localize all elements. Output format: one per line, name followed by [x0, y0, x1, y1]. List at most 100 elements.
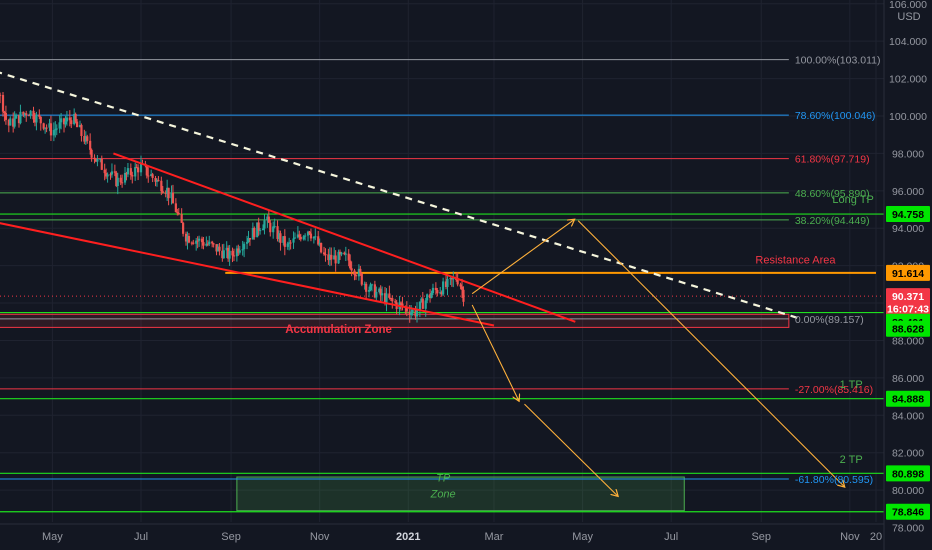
candle-body — [440, 292, 443, 295]
candle-body — [17, 114, 21, 124]
candle-body — [460, 286, 464, 290]
candle-body — [389, 298, 392, 300]
candle-body — [354, 275, 358, 277]
candle-body — [123, 172, 127, 183]
y-axis-tick-label: 100.000 — [889, 111, 927, 123]
candle-body — [408, 311, 411, 316]
candle-body — [89, 140, 92, 150]
candle-body — [340, 252, 343, 255]
projection-arrow — [524, 403, 617, 496]
candle-body — [73, 113, 76, 125]
candle-body — [151, 174, 154, 178]
candle-body — [9, 118, 12, 126]
candle-body — [136, 167, 140, 173]
fib-level-label: 48.60%(95.890) — [795, 188, 870, 200]
candle-body — [277, 233, 281, 239]
candle-body — [109, 174, 112, 176]
fib-level-label: 61.80%(97.719) — [795, 154, 870, 166]
candle-body — [192, 242, 195, 244]
price-tag-label: 90.371 — [892, 291, 924, 303]
candle-body — [431, 287, 435, 294]
candle-body — [381, 293, 384, 296]
x-axis[interactable]: MarMayJulSepNov2021MarMayJulSepNov20 — [0, 523, 884, 550]
candle-body — [212, 243, 215, 245]
candle-body — [370, 284, 374, 286]
candle-body — [317, 236, 320, 245]
candle-body — [60, 118, 63, 123]
candle-body — [48, 123, 51, 128]
trendline-channel-lower[interactable] — [0, 213, 495, 327]
candle-body — [190, 242, 193, 244]
y-axis[interactable]: 78.00080.00082.00084.00086.00088.00090.0… — [883, 0, 932, 550]
y-axis-tick-label: 96.000 — [892, 186, 924, 198]
candle-body — [200, 238, 204, 243]
candle-body — [196, 240, 199, 242]
candle-body — [177, 213, 180, 215]
candle-body — [198, 238, 201, 241]
y-axis-tick-label: 102.000 — [889, 74, 927, 86]
candle-body — [4, 113, 8, 120]
candle-body — [208, 241, 211, 245]
candle-body — [35, 114, 38, 123]
x-axis-tick-label: 2021 — [396, 531, 420, 543]
candle-body — [410, 311, 413, 316]
candle-body — [113, 171, 116, 173]
projection-arrow — [471, 304, 518, 400]
candle-body — [58, 122, 61, 129]
candle-body — [415, 310, 419, 317]
candle-body — [288, 242, 291, 244]
price-tag — [886, 300, 930, 317]
candle-body — [129, 168, 132, 176]
candle-body — [257, 222, 260, 231]
candle-body — [324, 254, 327, 256]
candle-body — [286, 243, 289, 247]
candle-body — [282, 236, 285, 243]
candle-body — [456, 279, 459, 285]
price-tag-label: 94.758 — [892, 209, 924, 221]
candle-body — [187, 236, 191, 243]
candle-body — [259, 230, 262, 232]
x-axis-tick-label: Jul — [664, 531, 678, 543]
price-tag — [886, 503, 930, 520]
candle-body — [369, 284, 372, 290]
candle-body — [13, 118, 16, 127]
trendlines[interactable] — [0, 60, 801, 327]
candle-body — [426, 294, 429, 301]
candle-body — [180, 214, 183, 223]
candle-body — [378, 288, 381, 292]
chart-annotations: 100.00%(103.011) 78.60%(100.046) 61.80%(97… — [285, 55, 880, 501]
candle-body — [266, 216, 269, 221]
candle-body — [353, 270, 356, 276]
candle-body — [231, 250, 234, 256]
candle-body — [216, 246, 220, 252]
candle-body — [367, 289, 371, 292]
candle-body — [100, 158, 103, 170]
candle-body — [121, 182, 124, 184]
candle-body — [135, 167, 138, 169]
x-axis-tick-label: 20 — [870, 531, 882, 543]
candle-body — [330, 254, 333, 260]
candle-body — [215, 244, 218, 252]
candlestick-series — [0, 92, 465, 323]
candle-body — [29, 110, 32, 116]
trendline-dashed-resistance[interactable] — [0, 60, 801, 320]
candle-body — [418, 301, 421, 311]
x-axis-tick-label: Nov — [840, 531, 860, 543]
candle-body — [171, 192, 175, 204]
candle-body — [105, 173, 108, 177]
candle-body — [205, 243, 208, 246]
candle-body — [420, 298, 423, 302]
trendline-channel-upper[interactable] — [113, 152, 576, 323]
candle-body — [338, 251, 342, 255]
candle-body — [350, 268, 353, 271]
x-axis-tick-label: Jul — [134, 531, 148, 543]
price-tag-label: 91.614 — [892, 268, 924, 280]
candle-body — [222, 250, 225, 259]
candle-body — [450, 278, 453, 280]
candle-body — [176, 212, 179, 214]
candle-body — [221, 250, 224, 259]
candle-body — [267, 216, 270, 223]
candle-body — [68, 117, 71, 121]
price-tag-label: 16:07:43 — [887, 304, 929, 316]
